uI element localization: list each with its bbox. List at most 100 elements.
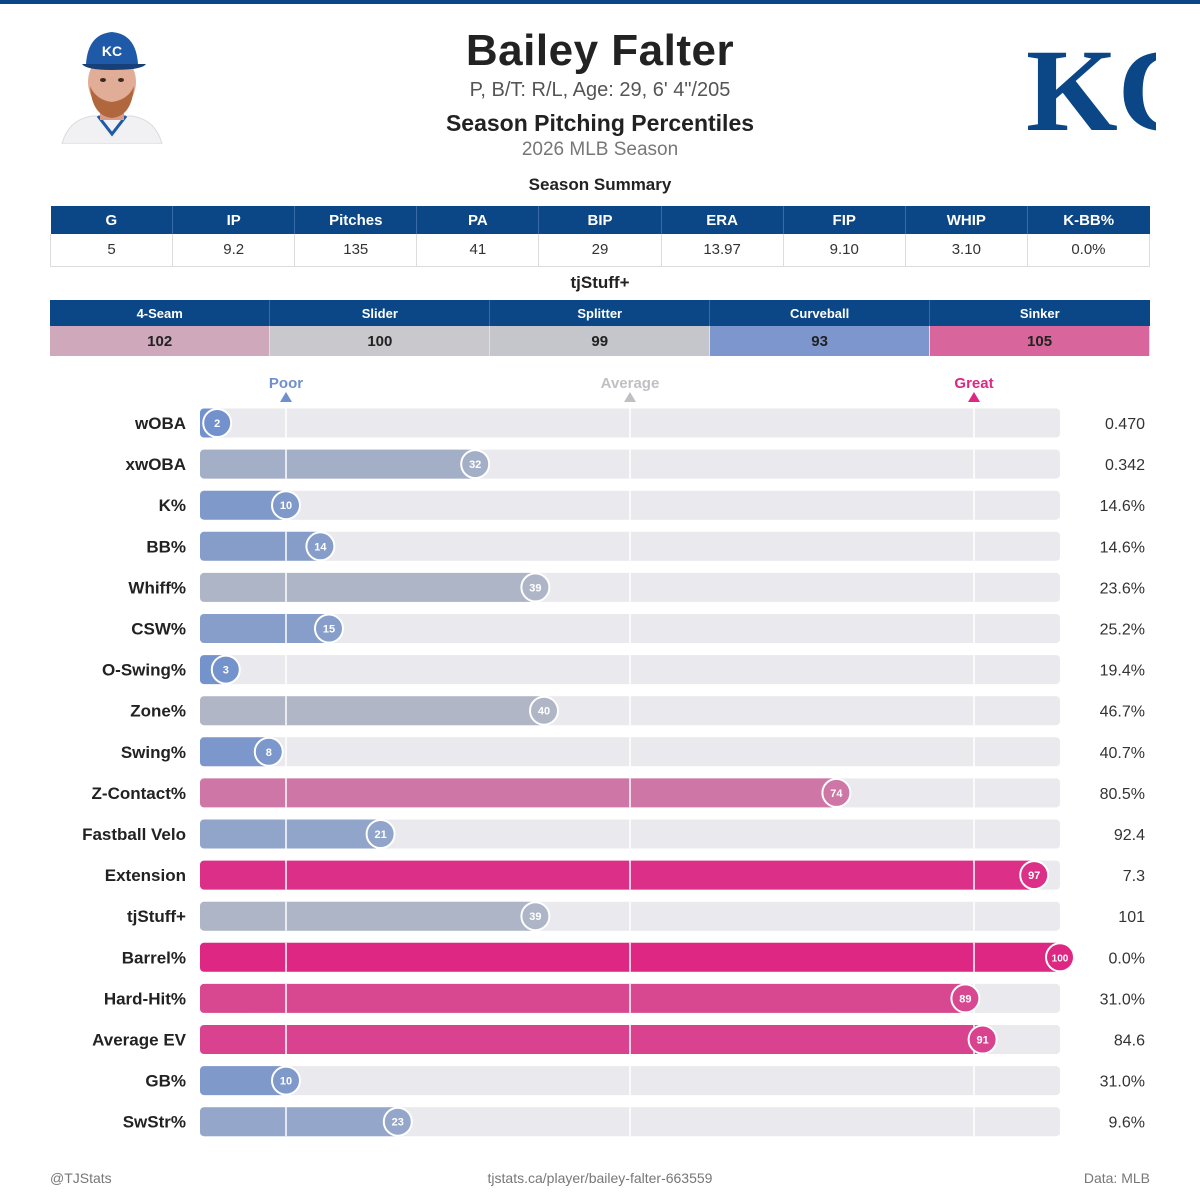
- player-name: Bailey Falter: [465, 26, 735, 75]
- metric-label-extension: Extension: [105, 866, 186, 885]
- percentile-value-fastball-velo: 21: [374, 829, 386, 841]
- percentile-value-average-ev: 91: [976, 1035, 988, 1047]
- pitch-header-4-seam: 4-Seam: [50, 300, 271, 326]
- summary-value-bip: 29: [538, 234, 662, 267]
- percentile-badge-zone: [529, 695, 559, 726]
- bar-fill-swing: [200, 737, 269, 767]
- stat-value-whiff: 23.6%: [1100, 580, 1145, 597]
- bar-fill-fastball-velo: [200, 819, 381, 849]
- percentile-badge-xwoba: [460, 449, 491, 480]
- footer-url: tjstats.ca/player/bailey-falter-663559: [487, 1170, 713, 1186]
- pitch-header-sinker: Sinker: [929, 300, 1150, 326]
- bar-fill-gb: [200, 1066, 286, 1096]
- metric-label-swstr: SwStr%: [123, 1113, 186, 1132]
- percentile-badge-fastball-velo: [365, 819, 396, 849]
- percentile-value-barrel: 100: [1052, 953, 1069, 964]
- cap-logo: KC: [102, 43, 122, 59]
- percentile-badge-woba: [202, 408, 233, 438]
- pitch-value-curveball: 93: [709, 326, 931, 356]
- stat-value-bb: 14.6%: [1100, 539, 1145, 556]
- summary-header-row: G IP Pitches PA BIP ERA FIP WHIP K-BB%: [50, 206, 1150, 234]
- stat-value-extension: 7.3: [1123, 868, 1145, 885]
- pitch-value-slider: 100: [269, 326, 491, 356]
- percentile-badge-k: [271, 490, 301, 521]
- percentile-value-z-contact: 74: [830, 788, 843, 800]
- summary-header-pa: PA: [416, 206, 540, 234]
- stat-value-fastball-velo: 92.4: [1114, 827, 1145, 844]
- metric-label-z-contact: Z-Contact%: [92, 784, 186, 803]
- percentile-badge-csw: [314, 613, 344, 644]
- summary-value-g: 5: [49, 234, 174, 267]
- season-summary-table: G IP Pitches PA BIP ERA FIP WHIP K-BB% 5 9.2 135 41…: [49, 206, 1151, 267]
- season-label: 2026 MLB Season: [521, 139, 679, 160]
- stat-value-barrel: 0.0%: [1109, 950, 1145, 967]
- percentile-value-k: 10: [280, 500, 292, 512]
- bar-fill-whiff: [200, 572, 536, 602]
- percentile-value-whiff: 39: [529, 582, 541, 594]
- summary-value-row: 5 9.2 135 41 29 13.97 9.10 3.10 0.0%: [49, 234, 1151, 267]
- pitch-header-slider: Slider: [269, 300, 491, 326]
- pitch-header-curveball: Curveball: [709, 300, 931, 326]
- percentile-value-extension: 97: [1028, 870, 1040, 882]
- percentile-value-bb: 14: [314, 541, 327, 553]
- percentile-value-woba: 2: [214, 418, 220, 430]
- percentile-value-swstr: 23: [392, 1117, 404, 1129]
- stat-value-k: 14.6%: [1100, 498, 1145, 515]
- percentile-badge-tjstuff: [520, 901, 551, 932]
- percentile-value-xwoba: 32: [469, 459, 481, 471]
- stat-value-swstr: 9.6%: [1109, 1115, 1145, 1132]
- pitch-header-splitter: Splitter: [489, 300, 711, 326]
- bar-fill-xwoba: [200, 449, 476, 479]
- summary-header-whip: WHIP: [905, 206, 1028, 234]
- percentile-value-o-swing: 3: [223, 665, 229, 677]
- stat-value-swing: 40.7%: [1100, 745, 1145, 762]
- percentile-value-swing: 8: [266, 747, 272, 759]
- metric-label-woba: wOBA: [134, 414, 186, 433]
- percentile-badge-extension: [1019, 860, 1050, 891]
- metric-label-barrel: Barrel%: [122, 948, 186, 967]
- stat-value-hard-hit: 31.0%: [1100, 991, 1145, 1008]
- summary-header-k-bb-: K-BB%: [1027, 206, 1150, 234]
- percentile-badge-hard-hit: [950, 983, 981, 1014]
- summary-header-pitches: Pitches: [294, 206, 418, 234]
- report-title: Season Pitching Percentiles: [445, 110, 755, 136]
- footer-handle: @TJStats: [50, 1170, 112, 1186]
- player-details: P, B/T: R/L, Age: 29, 6' 4"/205: [469, 79, 731, 101]
- stat-value-woba: 0.470: [1105, 416, 1145, 433]
- summary-header-g: G: [50, 206, 174, 234]
- stat-value-tjstuff: 101: [1118, 909, 1145, 926]
- summary-value-fip: 9.10: [783, 234, 906, 267]
- metric-label-csw: CSW%: [131, 620, 186, 639]
- bar-fill-swstr: [200, 1107, 398, 1137]
- stat-value-average-ev: 84.6: [1114, 1033, 1145, 1050]
- percentile-chart: Poor Average Great wOBA 2 0.470 xwOBA 32 0.342 K%…: [82, 375, 1145, 1137]
- pitch-value-4-seam: 102: [50, 326, 271, 356]
- percentile-badge-swing: [253, 736, 284, 767]
- metric-label-whiff: Whiff%: [128, 578, 186, 597]
- scale-great-marker: [968, 392, 980, 402]
- bar-fill-z-contact: [200, 778, 837, 808]
- metric-label-average-ev: Average EV: [92, 1031, 187, 1050]
- summary-header-era: ERA: [661, 206, 784, 234]
- percentile-value-tjstuff: 39: [529, 911, 541, 923]
- summary-header-fip: FIP: [783, 206, 906, 234]
- team-logo-letters: KC: [1026, 25, 1156, 146]
- bar-fill-average-ev: [200, 1025, 983, 1054]
- percentile-badge-swstr: [382, 1106, 413, 1137]
- stat-value-csw: 25.2%: [1100, 622, 1145, 639]
- bar-fill-csw: [200, 614, 329, 643]
- metric-label-fastball-velo: Fastball Velo: [82, 825, 186, 844]
- bar-fill-tjstuff: [200, 901, 536, 931]
- summary-value-era: 13.97: [661, 234, 784, 267]
- summary-value-pa: 41: [416, 234, 540, 267]
- pitch-value-sinker: 105: [929, 326, 1150, 356]
- percentile-value-hard-hit: 89: [959, 993, 971, 1005]
- summary-value-k-bb-: 0.0%: [1027, 234, 1151, 267]
- pitch-value-splitter: 99: [489, 326, 711, 356]
- team-logo: KC: [1026, 25, 1156, 146]
- scale-poor-marker: [280, 392, 292, 402]
- bar-fill-zone: [200, 696, 544, 726]
- bar-fill-bb: [200, 531, 321, 561]
- metric-label-o-swing: O-Swing%: [102, 661, 186, 680]
- metric-label-k: K%: [159, 496, 186, 515]
